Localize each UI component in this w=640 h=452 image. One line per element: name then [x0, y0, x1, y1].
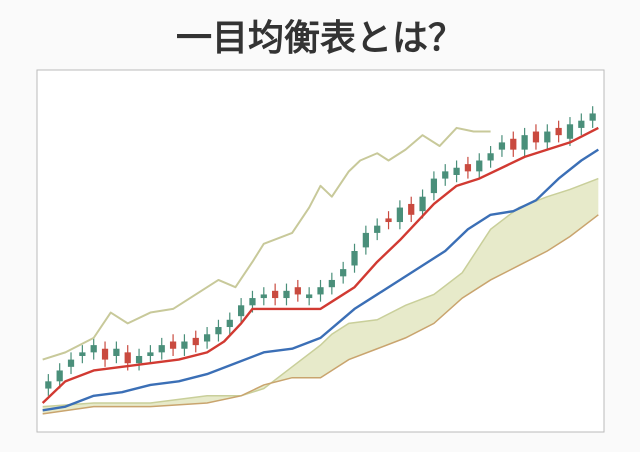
cloud	[42, 178, 599, 414]
candle-body	[260, 294, 267, 299]
candle-body	[578, 120, 585, 128]
candle-body	[169, 341, 177, 349]
candle-body	[283, 290, 290, 299]
candle-body	[67, 359, 75, 367]
candle-body	[589, 113, 596, 121]
candle-body	[521, 135, 528, 150]
candle-body	[249, 298, 256, 306]
candle-body	[79, 352, 86, 356]
candle-body	[396, 207, 403, 223]
candle-body	[498, 142, 506, 150]
candle-body	[192, 337, 199, 346]
candle-body	[317, 287, 324, 295]
candle-body	[419, 196, 426, 212]
candle-body	[453, 167, 460, 175]
candle-body	[544, 131, 551, 143]
candle-body	[113, 348, 120, 356]
candle-body	[226, 319, 233, 328]
candle-body	[135, 355, 143, 364]
candle-body	[351, 251, 358, 266]
candle-body	[340, 269, 347, 277]
candle-body	[476, 160, 483, 172]
candle-body	[238, 305, 245, 317]
candle-body	[203, 334, 211, 342]
line	[42, 148, 599, 412]
candle-body	[385, 218, 392, 223]
candle-body	[101, 348, 109, 360]
candle-body	[215, 327, 222, 335]
line	[42, 126, 491, 361]
candle-body	[430, 178, 438, 194]
candle-body	[306, 294, 313, 299]
candle-body	[408, 203, 415, 215]
line	[41, 126, 599, 404]
candle-body	[374, 225, 381, 233]
candle-body	[555, 127, 562, 136]
candle-body	[147, 352, 154, 356]
candle-body	[90, 345, 97, 353]
chart-title: 一目均衡表とは？	[176, 18, 464, 59]
candle-body	[124, 352, 131, 364]
candle-body	[45, 381, 52, 389]
candle-body	[510, 138, 517, 150]
candle-body	[487, 153, 494, 161]
candle-body	[328, 279, 335, 288]
candle-body	[56, 370, 63, 382]
candle-body	[158, 345, 165, 353]
candle-body	[362, 232, 369, 248]
candle-body	[464, 164, 472, 172]
candle-body	[442, 171, 449, 179]
candle-body	[294, 287, 301, 295]
candle-body	[532, 131, 540, 143]
candle-body	[272, 290, 279, 299]
span-b-line	[42, 214, 599, 415]
candle-body	[566, 124, 574, 139]
candle-body	[181, 341, 188, 349]
